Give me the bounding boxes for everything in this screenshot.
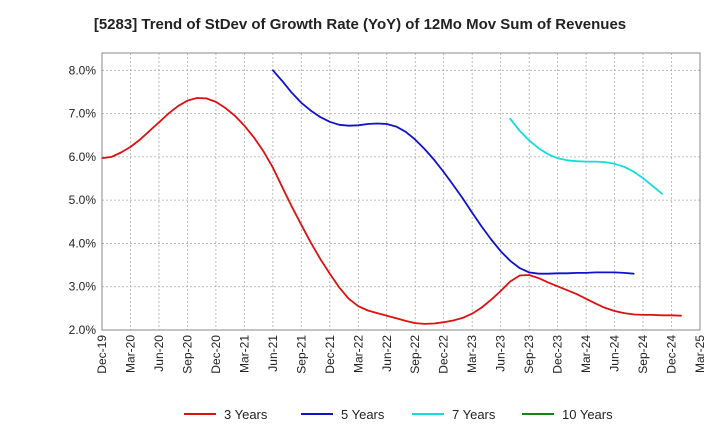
x-tick-label: Dec-22 [437,335,451,374]
x-tick-label: Jun-21 [266,335,280,372]
series-line-5-years [271,69,635,275]
x-tick-label: Dec-19 [95,335,109,374]
y-tick-label: 8.0% [69,63,97,77]
x-tick-label: Mar-20 [123,335,137,373]
y-tick-label: 7.0% [69,107,97,121]
grid [101,53,701,331]
x-axis: Dec-19 Mar-20 Jun-20 Sep-20 Dec-20 Mar-21 Jun-… [95,335,707,374]
legend-label-3-years: 3 Years [224,407,268,422]
x-tick-label: Mar-22 [351,335,365,373]
x-tick-label: Mar-23 [465,335,479,373]
legend-label-7-years: 7 Years [452,407,496,422]
legend-label-5-years: 5 Years [341,407,385,422]
x-tick-label: Sep-21 [294,335,308,374]
x-tick-label: Sep-24 [636,335,650,374]
x-tick-label: Mar-24 [579,335,593,373]
x-tick-label: Dec-23 [551,335,565,374]
x-tick-label: Sep-20 [180,335,194,374]
y-tick-label: 4.0% [69,236,97,250]
x-tick-label: Dec-21 [323,335,337,374]
y-tick-label: 5.0% [69,193,97,207]
x-tick-label: Dec-24 [665,335,679,374]
x-tick-label: Jun-22 [380,335,394,372]
y-tick-label: 3.0% [69,280,97,294]
x-tick-label: Dec-20 [209,335,223,374]
chart-title: [5283] Trend of StDev of Growth Rate (Yo… [93,16,627,33]
x-tick-label: Jun-24 [608,335,622,372]
series-layer [101,69,682,325]
x-tick-label: Sep-23 [522,335,536,374]
plot-area-frame [101,52,701,331]
series-line-3-years [101,97,682,325]
legend-label-10-years: 10 Years [562,407,613,422]
x-tick-label: Mar-25 [693,335,707,373]
y-tick-label: 6.0% [69,150,97,164]
x-tick-label: Jun-20 [152,335,166,372]
x-tick-label: Jun-23 [494,335,508,372]
x-tick-label: Sep-22 [408,335,422,374]
y-tick-label: 2.0% [69,323,97,337]
series-line-7-years [509,117,663,195]
legend: 3 Years 5 Years 7 Years 10 Years [184,407,613,422]
y-axis: 2.0% 3.0% 4.0% 5.0% 6.0% 7.0% 8.0% [69,63,97,337]
x-tick-label: Mar-21 [237,335,251,373]
